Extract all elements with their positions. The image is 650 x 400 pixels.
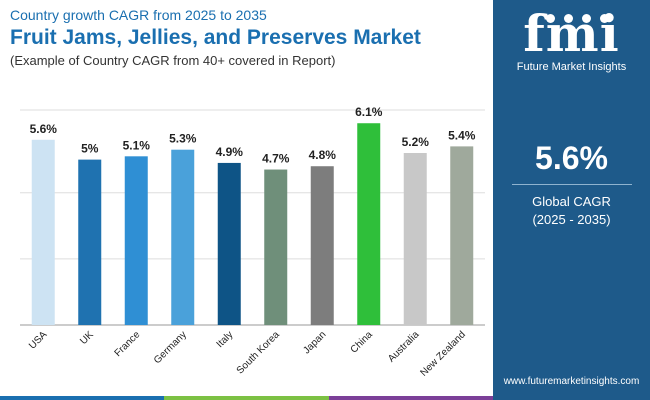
data-label: 5.4% bbox=[448, 128, 476, 142]
bar-uk bbox=[78, 159, 102, 325]
bar-china bbox=[357, 123, 381, 325]
logo-icons bbox=[537, 10, 627, 24]
x-tick-label: USA bbox=[27, 329, 50, 352]
bar-france bbox=[124, 156, 148, 325]
bar-new-zealand bbox=[450, 146, 474, 325]
x-tick-label: UK bbox=[78, 329, 96, 347]
x-tick-label: Germany bbox=[152, 329, 189, 366]
chart-note: (Example of Country CAGR from 40+ covere… bbox=[10, 53, 336, 68]
x-tick-label: South Korea bbox=[235, 329, 282, 376]
bottom-color-bar bbox=[0, 396, 493, 400]
x-tick-label: New Zealand bbox=[418, 329, 467, 378]
data-label: 4.8% bbox=[309, 148, 337, 162]
bar-italy bbox=[217, 162, 241, 325]
website-link[interactable]: www.futuremarketinsights.com bbox=[503, 376, 640, 387]
bar-south-korea bbox=[264, 169, 288, 325]
bottom-bar-segment-2 bbox=[164, 396, 329, 400]
x-tick-label: France bbox=[113, 329, 143, 359]
data-label: 4.7% bbox=[262, 152, 290, 166]
kpi-divider bbox=[511, 184, 632, 185]
chart-title: Fruit Jams, Jellies, and Preserves Marke… bbox=[10, 26, 421, 49]
data-label: 5.2% bbox=[402, 135, 430, 149]
data-label: 6.1% bbox=[355, 105, 383, 119]
data-label: 4.9% bbox=[216, 145, 244, 159]
bar-japan bbox=[310, 166, 334, 325]
chart-header: Country growth CAGR from 2025 to 2035 Fr… bbox=[10, 6, 490, 69]
x-tick-label: Italy bbox=[215, 329, 236, 350]
x-tick-label: China bbox=[349, 329, 376, 356]
bar-germany bbox=[171, 149, 195, 325]
data-label: 5.3% bbox=[169, 132, 197, 146]
kpi-value: 5.6% bbox=[535, 140, 608, 176]
global-cagr-kpi: 5.6% Global CAGR (2025 - 2035) bbox=[493, 138, 650, 229]
data-label: 5% bbox=[81, 142, 99, 156]
x-tick-label: Japan bbox=[301, 329, 328, 356]
fmi-logo: fmi Future Market Insights bbox=[493, 8, 650, 74]
bar-australia bbox=[403, 153, 427, 325]
chart-subtitle: Country growth CAGR from 2025 to 2035 bbox=[10, 7, 267, 23]
kpi-period: (2025 - 2035) bbox=[532, 212, 611, 227]
logo-text: Future Market Insights bbox=[516, 61, 627, 73]
bottom-bar-segment-1 bbox=[0, 396, 165, 400]
bar-chart: 5.6% USA 5% UK 5.1% France 5.3% Germany 4.9% Ital… bbox=[20, 105, 485, 379]
sidebar-panel: fmi Future Market Insights 5.6% Global C… bbox=[493, 0, 650, 400]
bar-usa bbox=[31, 139, 55, 325]
bottom-bar-segment-3 bbox=[328, 396, 493, 400]
x-tick-label: Australia bbox=[386, 329, 422, 365]
data-label: 5.1% bbox=[123, 138, 151, 152]
data-label: 5.6% bbox=[30, 122, 58, 136]
kpi-label: Global CAGR bbox=[532, 194, 611, 209]
